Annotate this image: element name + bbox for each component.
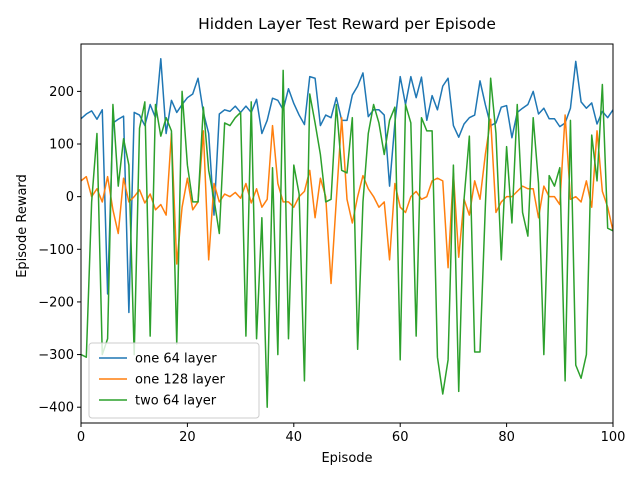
series-line-1 bbox=[81, 57, 613, 314]
x-tick-label: 60 bbox=[392, 430, 409, 445]
y-tick-label: −200 bbox=[38, 295, 74, 310]
y-axis-ticks: −400 −300 −200 −100 0 100 200 bbox=[38, 85, 81, 416]
x-tick-label: 100 bbox=[601, 430, 626, 445]
y-tick-label: 100 bbox=[49, 138, 74, 153]
axes-frame bbox=[80, 43, 614, 424]
x-tick-label: 20 bbox=[179, 430, 196, 445]
y-tick-label: 200 bbox=[49, 85, 74, 100]
y-tick-label: −100 bbox=[38, 243, 74, 258]
y-tick-label: 0 bbox=[66, 190, 74, 205]
series-line-3 bbox=[81, 69, 613, 408]
legend: one 64 layer one 128 layer two 64 layer bbox=[88, 342, 260, 419]
chart-title: Hidden Layer Test Reward per Episode bbox=[198, 15, 496, 33]
x-tick-label: 0 bbox=[77, 430, 85, 445]
y-axis-title: Episode Reward bbox=[15, 174, 30, 278]
y-tick-label: −300 bbox=[38, 348, 74, 363]
plot-lines bbox=[81, 57, 613, 408]
x-tick-label: 40 bbox=[286, 430, 303, 445]
x-axis-title: Episode bbox=[321, 451, 372, 466]
legend-label-3: two 64 layer bbox=[135, 394, 217, 409]
legend-box bbox=[88, 342, 260, 419]
legend-label-2: one 128 layer bbox=[135, 373, 226, 388]
x-tick-label: 80 bbox=[498, 430, 515, 445]
x-axis-ticks: 0 20 40 60 80 100 bbox=[77, 423, 626, 445]
series-line-2 bbox=[81, 114, 613, 285]
legend-label-1: one 64 layer bbox=[135, 352, 217, 367]
y-tick-label: −400 bbox=[38, 401, 74, 416]
